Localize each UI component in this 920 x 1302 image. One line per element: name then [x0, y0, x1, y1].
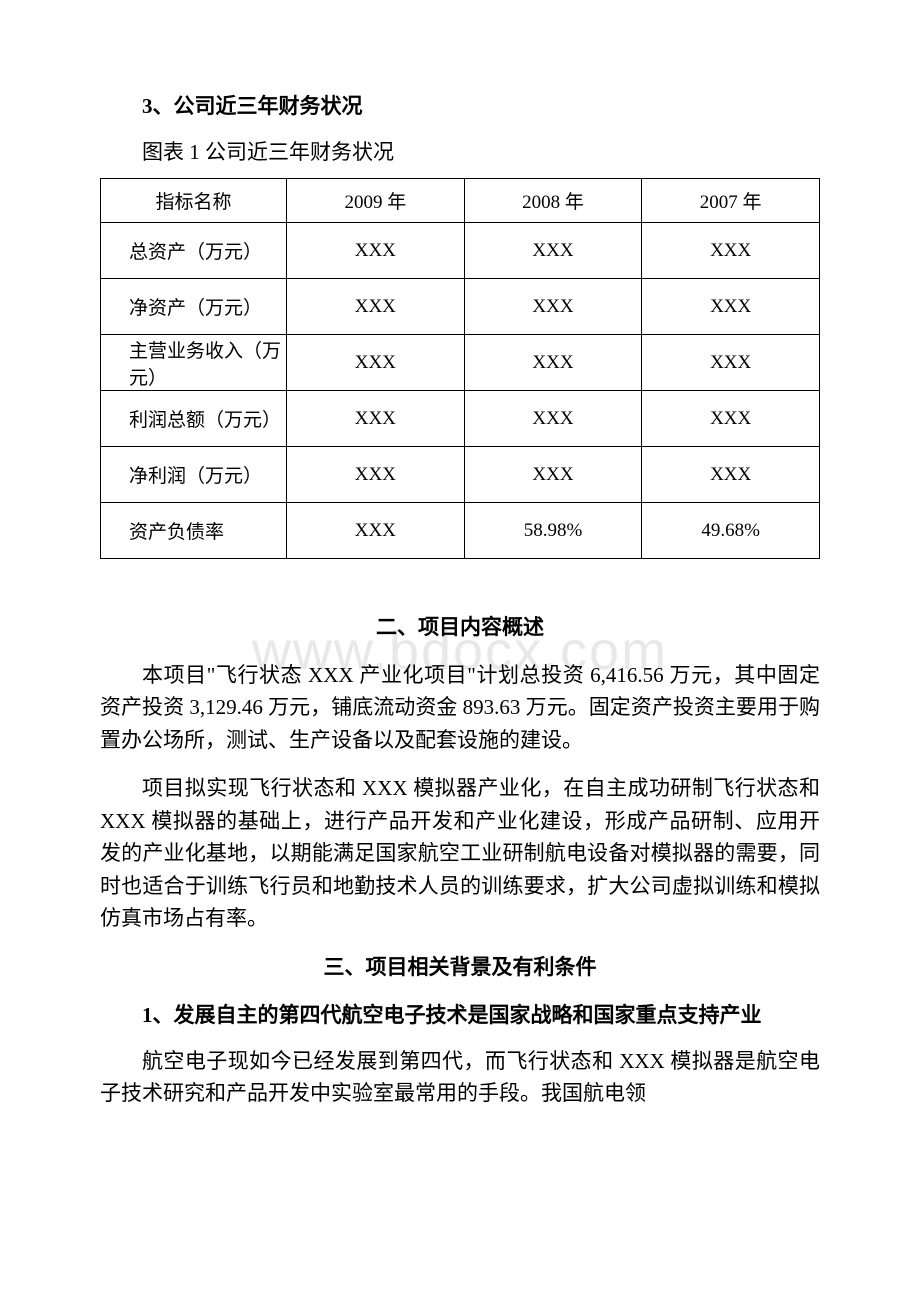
- cell-value: XXX: [464, 391, 642, 447]
- table-row: 资产负债率 XXX 58.98% 49.68%: [101, 503, 820, 559]
- table-empty-row: [101, 559, 820, 587]
- cell-value: XXX: [464, 279, 642, 335]
- cell-value: XXX: [464, 447, 642, 503]
- cell-value: XXX: [287, 223, 465, 279]
- cell-value: XXX: [464, 335, 642, 391]
- overview-para1: 本项目"飞行状态 XXX 产业化项目"计划总投资 6,416.56 万元，其中固…: [100, 659, 820, 757]
- heading-background: 三、项目相关背景及有利条件: [100, 951, 820, 981]
- col-header-2009: 2009 年: [287, 179, 465, 223]
- cell-value: XXX: [287, 503, 465, 559]
- heading-project-overview: 二、项目内容概述: [100, 611, 820, 641]
- cell-indicator: 净利润（万元）: [101, 447, 287, 503]
- cell-value: XXX: [287, 279, 465, 335]
- background-sub1-title: 1、发展自主的第四代航空电子技术是国家战略和国家重点支持产业: [100, 999, 820, 1029]
- table-caption: 图表 1 公司近三年财务状况: [100, 136, 820, 166]
- cell-value: XXX: [287, 335, 465, 391]
- cell-indicator: 净资产（万元）: [101, 279, 287, 335]
- cell-value: XXX: [642, 391, 820, 447]
- cell-value: XXX: [642, 447, 820, 503]
- cell-value: 58.98%: [464, 503, 642, 559]
- section3-title: 3、公司近三年财务状况: [100, 90, 820, 120]
- cell-indicator: 资产负债率: [101, 503, 287, 559]
- col-header-2008: 2008 年: [464, 179, 642, 223]
- background-para1: 航空电子现如今已经发展到第四代，而飞行状态和 XXX 模拟器是航空电子技术研究和…: [100, 1045, 820, 1110]
- table-row: 总资产（万元） XXX XXX XXX: [101, 223, 820, 279]
- document-content: 3、公司近三年财务状况 图表 1 公司近三年财务状况 指标名称 2009 年 2…: [100, 90, 820, 1110]
- cell-value: XXX: [642, 223, 820, 279]
- cell-value: 49.68%: [642, 503, 820, 559]
- col-header-indicator: 指标名称: [101, 179, 287, 223]
- cell-value: XXX: [287, 391, 465, 447]
- cell-indicator: 利润总额（万元）: [101, 391, 287, 447]
- table-row: 利润总额（万元） XXX XXX XXX: [101, 391, 820, 447]
- table-row: 净利润（万元） XXX XXX XXX: [101, 447, 820, 503]
- table-header-row: 指标名称 2009 年 2008 年 2007 年: [101, 179, 820, 223]
- cell-value: XXX: [464, 223, 642, 279]
- cell-indicator: 总资产（万元）: [101, 223, 287, 279]
- cell-value: XXX: [642, 279, 820, 335]
- overview-para2: 项目拟实现飞行状态和 XXX 模拟器产业化，在自主成功研制飞行状态和 XXX 模…: [100, 772, 820, 935]
- col-header-2007: 2007 年: [642, 179, 820, 223]
- table-row: 主营业务收入（万元） XXX XXX XXX: [101, 335, 820, 391]
- cell-value: XXX: [287, 447, 465, 503]
- cell-indicator: 主营业务收入（万元）: [101, 335, 287, 391]
- cell-value: XXX: [642, 335, 820, 391]
- financial-table: 指标名称 2009 年 2008 年 2007 年 总资产（万元） XXX XX…: [100, 178, 820, 587]
- table-row: 净资产（万元） XXX XXX XXX: [101, 279, 820, 335]
